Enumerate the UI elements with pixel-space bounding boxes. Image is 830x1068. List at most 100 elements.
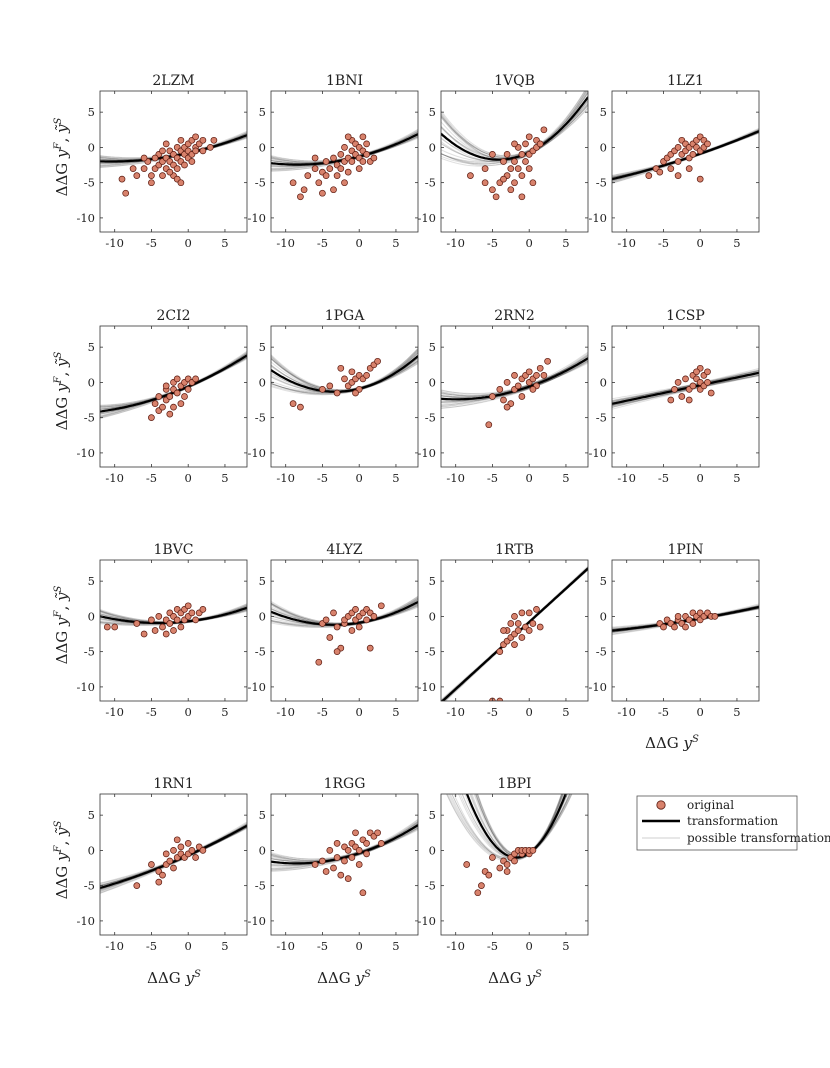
possible-transformation-line	[271, 348, 418, 391]
y-tick-label: -10	[76, 680, 95, 694]
data-point	[363, 372, 370, 379]
y-tick-label: -10	[417, 680, 436, 694]
data-point	[159, 623, 166, 631]
data-point	[474, 889, 482, 897]
transformation-line	[612, 371, 759, 405]
data-point	[503, 861, 511, 868]
possible-transformation-line	[100, 827, 247, 894]
data-point	[159, 403, 166, 411]
transformation-line	[612, 605, 759, 632]
subplot-title: 1PGA	[325, 308, 366, 324]
subplot-title: 1LZ1	[667, 73, 704, 89]
possible-transformation-line	[441, 91, 588, 156]
plot-area	[441, 91, 588, 201]
y-axis-label-row3: ΔΔG yF, ỹS	[53, 585, 71, 664]
subplot-grid: 2LZM -10 -5 0 5 5 0 -5 -10 1BNI -10 -5 0 5 5 0 -5 -10 1VQB…	[76, 73, 760, 953]
data-point	[671, 623, 678, 631]
data-point	[192, 147, 199, 155]
data-point	[177, 136, 185, 144]
x-tick-label: 5	[221, 236, 228, 250]
data-point	[210, 136, 218, 144]
data-point	[166, 410, 174, 418]
data-point	[704, 368, 711, 376]
y-tick-label: 5	[429, 105, 436, 119]
x-tick-label: 0	[185, 705, 192, 719]
y-tick-label: 0	[429, 140, 436, 154]
possible-transformation-line	[100, 357, 247, 419]
data-point	[162, 140, 170, 148]
x-tick-label: 0	[697, 236, 704, 250]
subplot-title: 4LYZ	[326, 542, 363, 558]
data-point	[341, 179, 348, 187]
y-tick-label: -10	[247, 680, 266, 694]
data-point	[199, 847, 207, 854]
possible-transformation-line	[271, 822, 418, 862]
data-point	[489, 186, 496, 194]
transformation-line	[100, 824, 247, 890]
data-point	[689, 151, 697, 158]
data-point	[159, 871, 166, 879]
data-point	[322, 616, 330, 624]
data-point	[192, 133, 199, 141]
subplot-1rtb: 1RTB -10 -5 0 5 5 0 -5 -10	[417, 542, 589, 719]
data-point	[337, 151, 345, 158]
data-point	[359, 158, 367, 165]
data-point	[206, 144, 214, 151]
data-point	[359, 133, 367, 141]
data-point	[511, 179, 518, 187]
x-tick-label: 5	[392, 236, 399, 250]
x-tick-label: 0	[356, 236, 363, 250]
data-point	[678, 393, 686, 400]
data-point	[522, 140, 529, 148]
possible-transformation-line	[441, 361, 588, 409]
data-point	[337, 871, 345, 879]
x-tick-label: -10	[276, 471, 295, 485]
possible-transformation-line	[100, 822, 247, 886]
data-point	[518, 193, 526, 201]
data-point	[319, 189, 326, 197]
x-axis-labels: ΔΔG yS ΔΔG yS ΔΔG yS ΔΔG yS	[147, 734, 699, 987]
data-point	[177, 179, 185, 187]
x-tick-label: 5	[562, 705, 569, 719]
subplot-title: 1BVC	[153, 542, 193, 558]
data-point	[467, 172, 474, 179]
possible-transformation-line	[271, 360, 418, 396]
x-tick-label: -5	[487, 939, 498, 953]
x-tick-label: -10	[105, 471, 124, 485]
data-point	[173, 836, 181, 844]
x-tick-label: -5	[658, 471, 669, 485]
data-point	[514, 620, 522, 627]
data-point	[645, 172, 653, 179]
x-axis-label-1pin: ΔΔG yS	[645, 734, 699, 752]
data-point	[525, 609, 533, 617]
x-tick-label: -10	[105, 939, 124, 953]
data-point	[322, 172, 330, 179]
y-tick-label: 0	[259, 375, 266, 389]
plot-area	[100, 602, 247, 638]
data-point	[319, 857, 326, 865]
possible-transformation-line	[271, 131, 418, 162]
y-tick-label: -5	[84, 645, 95, 659]
y-tick-label: 0	[600, 375, 607, 389]
y-tick-label: 0	[259, 609, 266, 623]
data-point	[511, 372, 518, 379]
data-point	[315, 179, 323, 187]
data-point	[177, 400, 185, 407]
data-point	[685, 165, 693, 172]
plot-area	[100, 350, 247, 421]
data-point	[315, 658, 323, 666]
axes-frame	[440, 325, 589, 468]
data-point	[326, 382, 334, 390]
plot-area	[100, 130, 247, 197]
x-tick-label: 0	[697, 705, 704, 719]
axes-frame	[270, 325, 419, 468]
possible-transformation-line	[475, 794, 563, 858]
axes-frame	[611, 559, 760, 702]
data-point	[129, 165, 137, 172]
data-point	[514, 165, 522, 172]
x-axis-label-1bpi: ΔΔG yS	[488, 969, 542, 987]
possible-transformation-line	[271, 357, 418, 394]
data-point	[696, 175, 704, 183]
x-tick-label: 0	[526, 236, 533, 250]
data-point	[341, 857, 348, 865]
